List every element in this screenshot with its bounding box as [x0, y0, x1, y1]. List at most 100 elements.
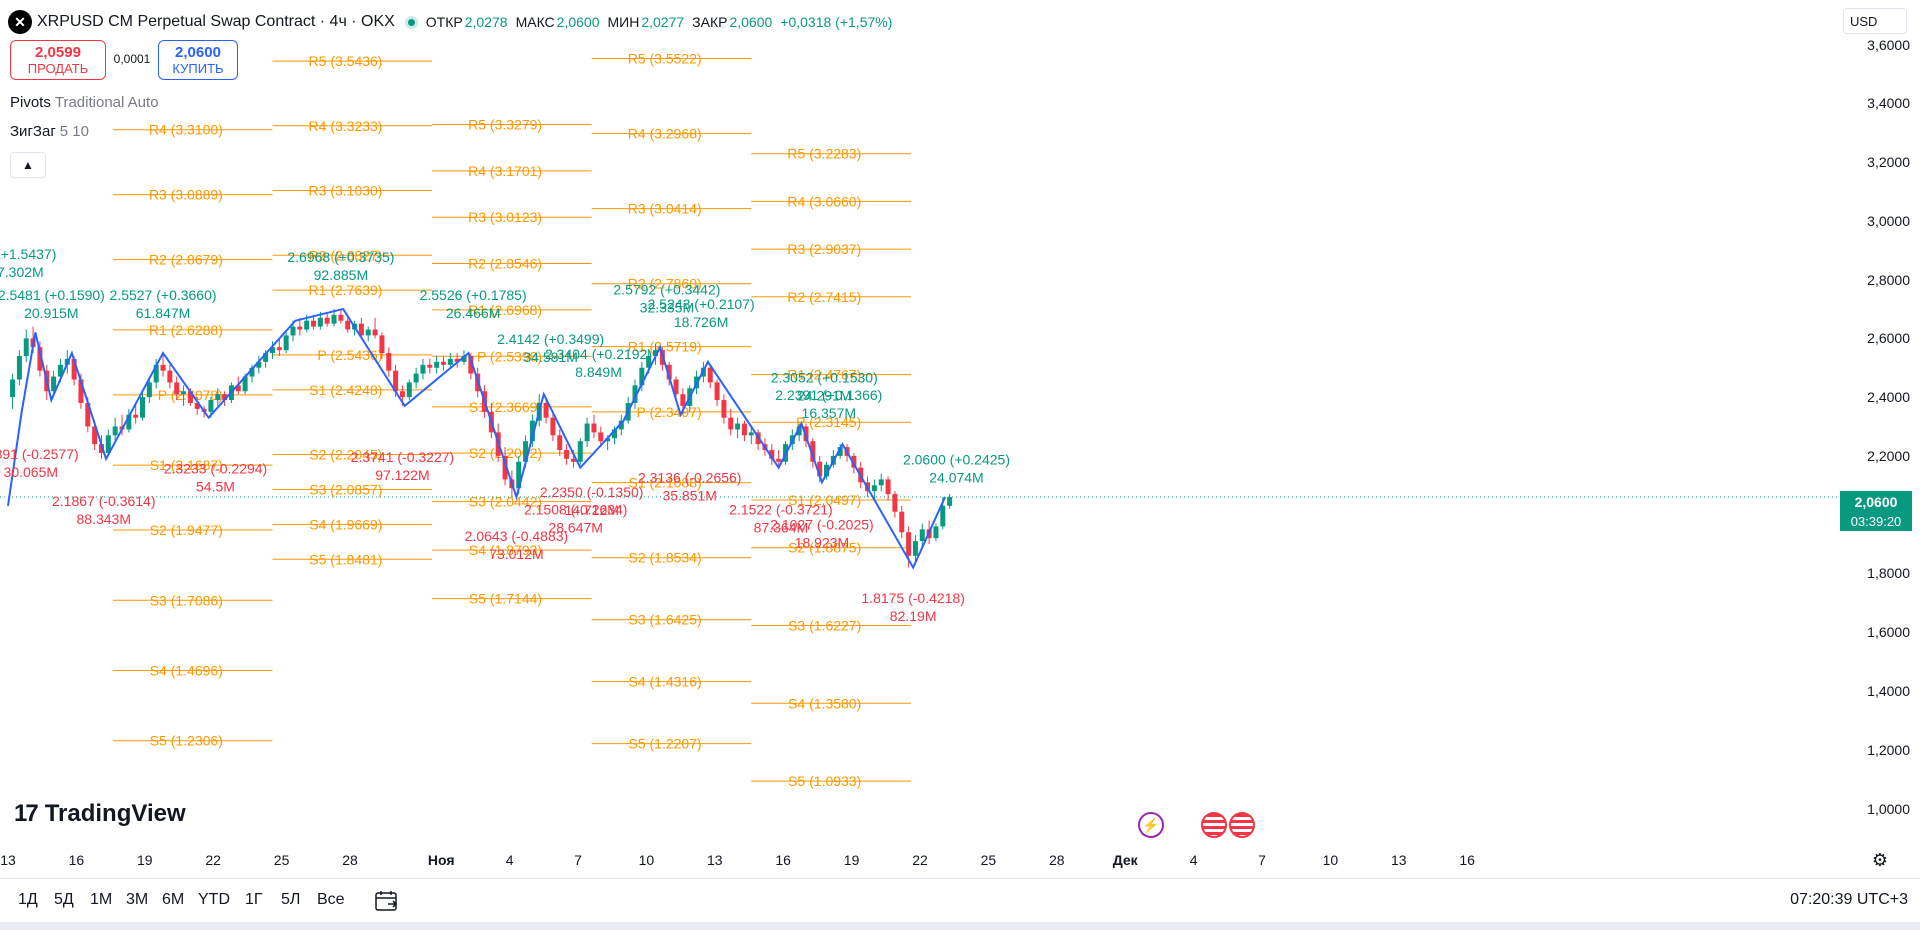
zigzag-label: 2.1027 (-0.2025) 18.923M	[770, 516, 874, 550]
candle-body	[653, 350, 659, 356]
candle	[618, 414, 624, 436]
pivot-label: P (2.5390)	[477, 348, 542, 364]
range-button[interactable]: 1М	[90, 891, 113, 908]
candle	[591, 414, 597, 439]
zigzag-label-line: 2.4142 (+0.3499)	[497, 331, 604, 347]
candle-body	[851, 455, 857, 468]
gear-icon[interactable]: ⚙	[1871, 849, 1889, 870]
zigzag-label-line: 2.3404 (+0.2192)	[545, 346, 652, 362]
zigzag-label-line: 2.5526 (+0.1785)	[420, 287, 527, 303]
us-flag-icon[interactable]	[1229, 812, 1255, 838]
sell-button[interactable]: 2,0599 ПРОДАТЬ	[10, 40, 106, 80]
candle	[735, 417, 741, 439]
range-button[interactable]: 1Г	[245, 891, 263, 908]
candle-body	[78, 379, 84, 403]
time-tick: 19	[843, 852, 860, 868]
candle-body	[174, 382, 180, 395]
pivot-label: S4 (1.3580)	[788, 695, 861, 711]
candle-body	[741, 423, 747, 436]
indicator-name: ЗигЗаг	[10, 123, 56, 140]
candle	[447, 353, 453, 368]
tradingview-logo[interactable]: 17 TradingView	[14, 800, 186, 828]
candle	[379, 332, 385, 359]
bottom-toolbar: 1Д 5Д 1М 3М 6М YTD 1Г 5Л Все 07:20:39 UTC+3	[0, 878, 1920, 923]
time-axis[interactable]: ⚙ 13 16 19 22 25 28 Ноя 4 7 10 13 16 19 22 25 28 Дек 4 7 10…	[0, 842, 1920, 878]
pivot-label: R3 (3.0414)	[628, 201, 702, 217]
candle	[728, 408, 734, 436]
candle-body	[666, 364, 672, 380]
ohlc-open-label: ОТКР	[425, 14, 463, 30]
zigzag-label: 2.3136 (-0.2656) 35.851M	[638, 469, 742, 503]
candle-body	[386, 353, 392, 371]
calendar-range-icon[interactable]	[374, 889, 400, 913]
indicator-zigzag[interactable]: ЗигЗаг 5 10	[10, 123, 89, 140]
pivot-period: R5 (3.2283) R4 (3.0660) R3 (2.9037) R2 (2.7…	[751, 146, 911, 789]
candle-body	[167, 370, 173, 383]
candle-body	[933, 526, 939, 539]
indicator-pivots[interactable]: Pivots Traditional Auto	[10, 94, 159, 111]
candle-body	[680, 394, 686, 406]
zigzag-label-line: 18.923M	[795, 534, 849, 550]
price-chart[interactable]: R4 (3.3100) R3 (3.0889) R2 (2.8679) R1 (2.6…	[0, 0, 1840, 842]
chart-area[interactable]: R4 (3.3100) R3 (3.0889) R2 (2.8679) R1 (2.6…	[0, 0, 1840, 842]
price-axis[interactable]: 3,6000 3,4000 3,2000 3,0000 2,8000 2,6000 2,40…	[1840, 0, 1920, 842]
candle-body	[160, 364, 166, 371]
time-tick: Дек	[1112, 852, 1138, 868]
candle	[666, 361, 672, 386]
zigzag-label: 2.0643 (-0.4883) 73.012M	[465, 528, 569, 562]
lightning-icon[interactable]: ⚡	[1138, 812, 1164, 838]
pivot-label: R2 (2.7415)	[787, 289, 861, 305]
candle	[16, 350, 22, 386]
candle-body	[878, 479, 884, 486]
buy-button[interactable]: 2,0600 КУПИТЬ	[158, 40, 238, 80]
sell-price: 2,0599	[35, 43, 81, 61]
pivot-label: R1 (2.5719)	[628, 339, 702, 355]
range-button[interactable]: 6М	[162, 891, 185, 908]
candle-body	[331, 314, 337, 324]
zigzag-label: 2.3233 (-0.2294) 54.5M	[164, 461, 268, 495]
currency-select[interactable]: USD	[1843, 8, 1907, 34]
zigzag-label-line: 468 (+1.5437)	[0, 246, 56, 262]
candle	[810, 438, 816, 468]
candle	[215, 388, 221, 406]
range-button[interactable]: YTD	[198, 891, 230, 908]
symbol-title[interactable]: XRPUSD CM Perpetual Swap Contract · 4ч ·…	[37, 13, 395, 30]
candle-body	[269, 347, 275, 354]
zigzag-label: 2.5243 (+0.2107) 18.726M	[648, 296, 755, 330]
zigzag-label-line: 2.1522 (-0.3721)	[729, 502, 833, 518]
range-button[interactable]: 1Д	[18, 891, 38, 908]
candle	[824, 461, 830, 480]
zigzag-label-line: 8.849M	[575, 364, 622, 380]
pivot-label: S1 (2.1687)	[150, 457, 223, 473]
us-flag-icon[interactable]	[1201, 812, 1227, 838]
candle-body	[317, 317, 323, 327]
candle	[776, 450, 782, 468]
candle-body	[871, 485, 877, 492]
price-tick: 1,6000	[1867, 624, 1910, 641]
candle-body	[570, 458, 576, 462]
candle-body	[413, 373, 419, 383]
range-button[interactable]: 5Д	[54, 891, 74, 908]
range-button[interactable]: 5Л	[281, 891, 301, 908]
candle	[769, 444, 775, 465]
zigzag-label-line: .8891 (-0.2577)	[0, 446, 79, 462]
range-button[interactable]: 3М	[126, 891, 149, 908]
candle	[386, 347, 392, 377]
collapse-legend-button[interactable]: ▲	[10, 152, 46, 178]
clock[interactable]: 07:20:39 UTC+3	[1790, 891, 1908, 908]
candle	[440, 355, 446, 371]
range-button[interactable]: Все	[317, 891, 345, 908]
candle-body	[899, 511, 905, 533]
exchange-logo-icon[interactable]: ✕	[8, 10, 32, 34]
zigzag-label: 2.3741 (-0.3227) 97.122M	[351, 449, 455, 483]
time-tick: 7	[574, 852, 582, 868]
tradingview-logo-text: TradingView	[44, 800, 186, 827]
candle-body	[345, 320, 351, 330]
zigzag-label: 2.0600 (+0.2425) 24.074M	[903, 452, 1010, 486]
candle	[37, 341, 43, 377]
candle	[146, 376, 152, 403]
candle	[256, 355, 262, 374]
candle	[358, 317, 364, 339]
candle-body	[598, 432, 604, 442]
candle-body	[181, 391, 187, 395]
